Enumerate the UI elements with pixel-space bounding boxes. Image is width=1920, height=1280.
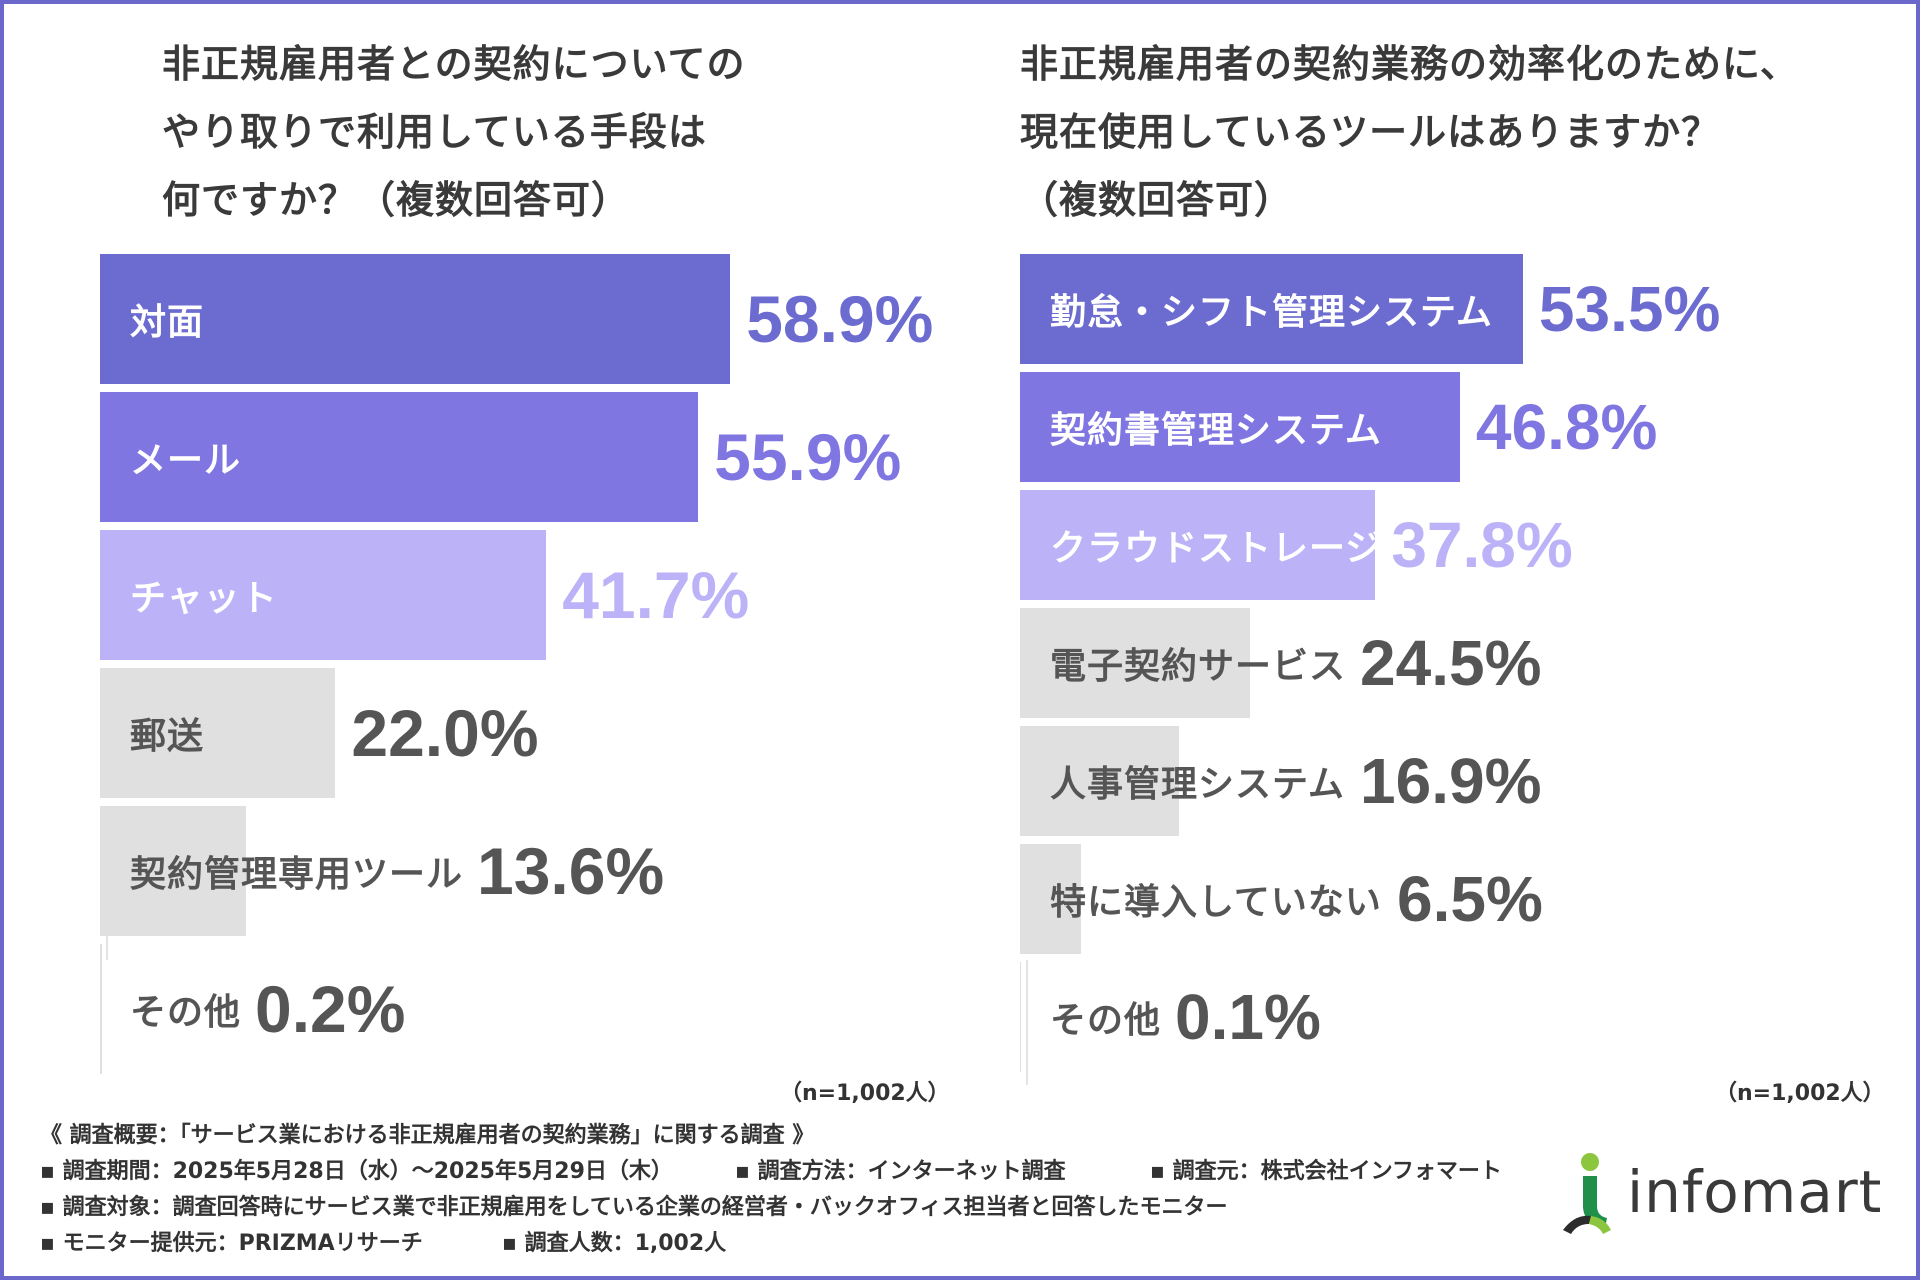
value-label-right: 46.8% xyxy=(1475,391,1658,463)
chart-panel-right: 非正規雇用者の契約業務の効率化のために、 現在使用しているツールはありますか？ … xyxy=(1020,30,1900,1110)
bar-left xyxy=(100,530,547,660)
value-label-left: 58.9% xyxy=(746,282,934,356)
category-label-left: 郵送 xyxy=(130,716,205,757)
value-label-right: 16.9% xyxy=(1360,745,1542,817)
sample-size-note-right: （n=1,002人） xyxy=(1715,1081,1885,1106)
bar-right xyxy=(1020,490,1376,600)
value-label-left: 22.0% xyxy=(351,696,539,770)
category-label-right: 電子契約サービス xyxy=(1050,646,1347,687)
bar-row-right: 勤怠・シフト管理システム 53.5% xyxy=(1020,254,1880,364)
axis-line-right xyxy=(1026,960,1028,1085)
survey-summary-heading: 《 調査概要：「サービス業における非正規雇用者の契約業務」に関する調査 》 xyxy=(40,1123,815,1148)
survey-source: ▪ 調査元：株式会社インフォマート xyxy=(1150,1159,1502,1184)
bar-right xyxy=(1020,608,1251,718)
bar-left xyxy=(100,806,246,936)
category-label-right: 勤怠・シフト管理システム xyxy=(1050,292,1493,333)
survey-summary-row-1: ▪ 調査期間：2025年5月28日（水）～2025年5月29日（木） ▪ 調査方… xyxy=(40,1154,1540,1190)
survey-provider: ▪ モニター提供元：PRIZMAリサーチ xyxy=(40,1231,423,1256)
chart-title-right-line-2: 現在使用しているツールはありますか？ xyxy=(1020,110,1721,154)
chart-title-right-line-1: 非正規雇用者の契約業務の効率化のために、 xyxy=(1020,42,1799,86)
category-label-right: その他 xyxy=(1050,1000,1162,1041)
value-label-left: 55.9% xyxy=(714,420,902,494)
chart-title-left-line-3: 何ですか？（複数回答可） xyxy=(162,178,631,222)
bar-left xyxy=(100,254,731,384)
bar-row-left: メール 55.9% xyxy=(100,392,960,522)
bar-right xyxy=(1020,844,1082,954)
bar-right xyxy=(1020,254,1523,364)
survey-summary-row-4: ▪ モニター提供元：PRIZMAリサーチ ▪ 調査人数：1,002人 xyxy=(40,1226,1540,1262)
survey-method: ▪ 調査方法：インターネット調査 xyxy=(735,1159,1066,1184)
chart-title-right-line-3: （複数回答可） xyxy=(1020,178,1294,222)
bar-row-right: その他 0.1% xyxy=(1020,962,1880,1072)
bar-right xyxy=(1020,726,1179,836)
bar-row-left: 契約管理専用ツール 13.6% xyxy=(100,806,960,936)
value-label-right: 24.5% xyxy=(1360,627,1542,699)
category-label-left: その他 xyxy=(130,992,242,1033)
bar-right xyxy=(1020,962,1021,1072)
category-label-right: 契約書管理システム xyxy=(1050,410,1382,451)
chart-panel-left: 非正規雇用者との契約についての やり取りで利用している手段は 何ですか？（複数回… xyxy=(100,30,960,1110)
bar-right xyxy=(1020,372,1460,482)
bar-row-right: 契約書管理システム 46.8% xyxy=(1020,372,1880,482)
bar-row-left: チャット 41.7% xyxy=(100,530,960,660)
survey-target: ▪ 調査対象：調査回答時にサービス業で非正規雇用をしている企業の経営者・バックオ… xyxy=(40,1195,1228,1220)
value-label-right: 53.5% xyxy=(1538,273,1721,345)
survey-count: ▪ 調査人数：1,002人 xyxy=(502,1231,727,1256)
survey-period: ▪ 調査期間：2025年5月28日（水）～2025年5月29日（木） xyxy=(40,1159,673,1184)
sample-size-note-left: （n=1,002人） xyxy=(780,1081,950,1106)
bar-row-right: 電子契約サービス 24.5% xyxy=(1020,608,1880,718)
category-label-left: 対面 xyxy=(130,302,205,343)
bar-row-left: 対面 58.9% xyxy=(100,254,960,384)
value-label-right: 6.5% xyxy=(1397,863,1543,935)
value-label-right: 0.1% xyxy=(1175,981,1321,1053)
category-label-right: 特に導入していない xyxy=(1050,882,1382,923)
category-label-right: 人事管理システム xyxy=(1050,764,1345,805)
bar-row-left: 郵送 22.0% xyxy=(100,668,960,798)
category-label-right: クラウドストレージ xyxy=(1050,528,1383,569)
value-label-left: 41.7% xyxy=(562,558,750,632)
infomart-wordmark: infomart xyxy=(1627,1158,1883,1226)
chart-title-left-line-2: やり取りで利用している手段は xyxy=(162,110,707,154)
infomart-logo: infomart xyxy=(1555,1150,1895,1240)
bar-row-right: クラウドストレージ 37.8% xyxy=(1020,490,1880,600)
chart-title-left: 非正規雇用者との契約についての やり取りで利用している手段は 何ですか？（複数回… xyxy=(162,30,942,234)
bar-left xyxy=(100,944,103,1074)
infomart-person-icon xyxy=(1563,1153,1611,1234)
category-label-left: メール xyxy=(130,440,242,481)
bar-left xyxy=(100,392,699,522)
value-label-left: 13.6% xyxy=(477,834,665,908)
survey-summary: 《 調査概要：「サービス業における非正規雇用者の契約業務」に関する調査 》 ▪ … xyxy=(40,1118,1540,1262)
bar-row-right: 特に導入していない 6.5% xyxy=(1020,844,1880,954)
bar-left xyxy=(100,668,336,798)
bar-row-right: 人事管理システム 16.9% xyxy=(1020,726,1880,836)
category-label-left: チャット xyxy=(130,578,278,619)
category-label-left: 契約管理専用ツール xyxy=(130,854,464,895)
value-label-right: 37.8% xyxy=(1391,509,1573,581)
chart-title-left-line-1: 非正規雇用者との契約についての xyxy=(162,42,746,86)
value-label-left: 0.2% xyxy=(255,972,406,1046)
bar-row-left: その他 0.2% xyxy=(100,944,960,1074)
chart-title-right: 非正規雇用者の契約業務の効率化のために、 現在使用しているツールはありますか？ … xyxy=(1020,30,1900,234)
